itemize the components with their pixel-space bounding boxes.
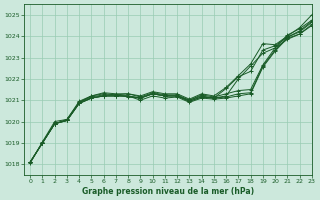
X-axis label: Graphe pression niveau de la mer (hPa): Graphe pression niveau de la mer (hPa) <box>82 187 254 196</box>
